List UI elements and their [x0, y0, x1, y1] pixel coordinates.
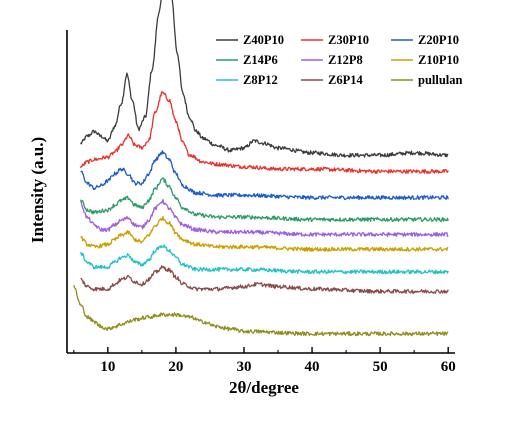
- legend-label: Z10P10: [418, 53, 459, 67]
- legend-label: Z14P6: [243, 53, 278, 67]
- legend-item-z14p6: Z14P6: [216, 53, 278, 67]
- x-axis-ticks: 10 20 30 40 50 60: [73, 347, 456, 375]
- legend-item-z40p10: Z40P10: [216, 33, 284, 47]
- x-tick-label: 50: [373, 359, 388, 375]
- legend-item-z20p10: Z20P10: [391, 33, 459, 47]
- legend-item-z8p12: Z8P12: [216, 73, 278, 87]
- series-line-z14p6: [79, 177, 449, 223]
- series-line-z30p10: [80, 91, 449, 174]
- legend-label: Z20P10: [418, 33, 459, 47]
- x-tick-label: 40: [305, 359, 320, 375]
- series-line-pullulan: [73, 284, 449, 337]
- series-line-z12p8: [80, 198, 449, 238]
- legend-item-z12p8: Z12P8: [301, 53, 363, 67]
- series-line-z40p10: [80, 0, 449, 158]
- x-tick-label: 10: [100, 359, 115, 375]
- legend-label: Z6P14: [328, 73, 363, 87]
- legend-label: Z40P10: [243, 33, 284, 47]
- legend-item-pullulan: pullulan: [391, 73, 463, 87]
- legend-label: Z30P10: [328, 33, 369, 47]
- series-line-z8p12: [79, 244, 449, 275]
- x-tick-label: 60: [441, 359, 456, 375]
- series-line-z20p10: [80, 150, 449, 201]
- legend-item-z6p14: Z6P14: [301, 73, 363, 87]
- legend-label: Z12P8: [328, 53, 363, 67]
- y-axis-label: Intensity (a.u.): [28, 137, 47, 243]
- x-axis-label: 2θ/degree: [229, 378, 299, 397]
- legend-item-z10p10: Z10P10: [391, 53, 459, 67]
- axes-frame: [66, 30, 455, 354]
- x-tick-label: 30: [236, 359, 251, 375]
- x-tick-label: 20: [168, 359, 183, 375]
- legend-item-z30p10: Z30P10: [301, 33, 369, 47]
- legend-label: Z8P12: [243, 73, 278, 87]
- series-line-z6p14: [80, 265, 449, 294]
- series-line-z10p10: [80, 215, 449, 252]
- legend-label: pullulan: [418, 73, 463, 87]
- plot-lines: [73, 0, 449, 337]
- legend: Z40P10 Z30P10 Z20P10 Z14P6 Z12P8 Z10P10 Z8P12 Z…: [216, 33, 463, 87]
